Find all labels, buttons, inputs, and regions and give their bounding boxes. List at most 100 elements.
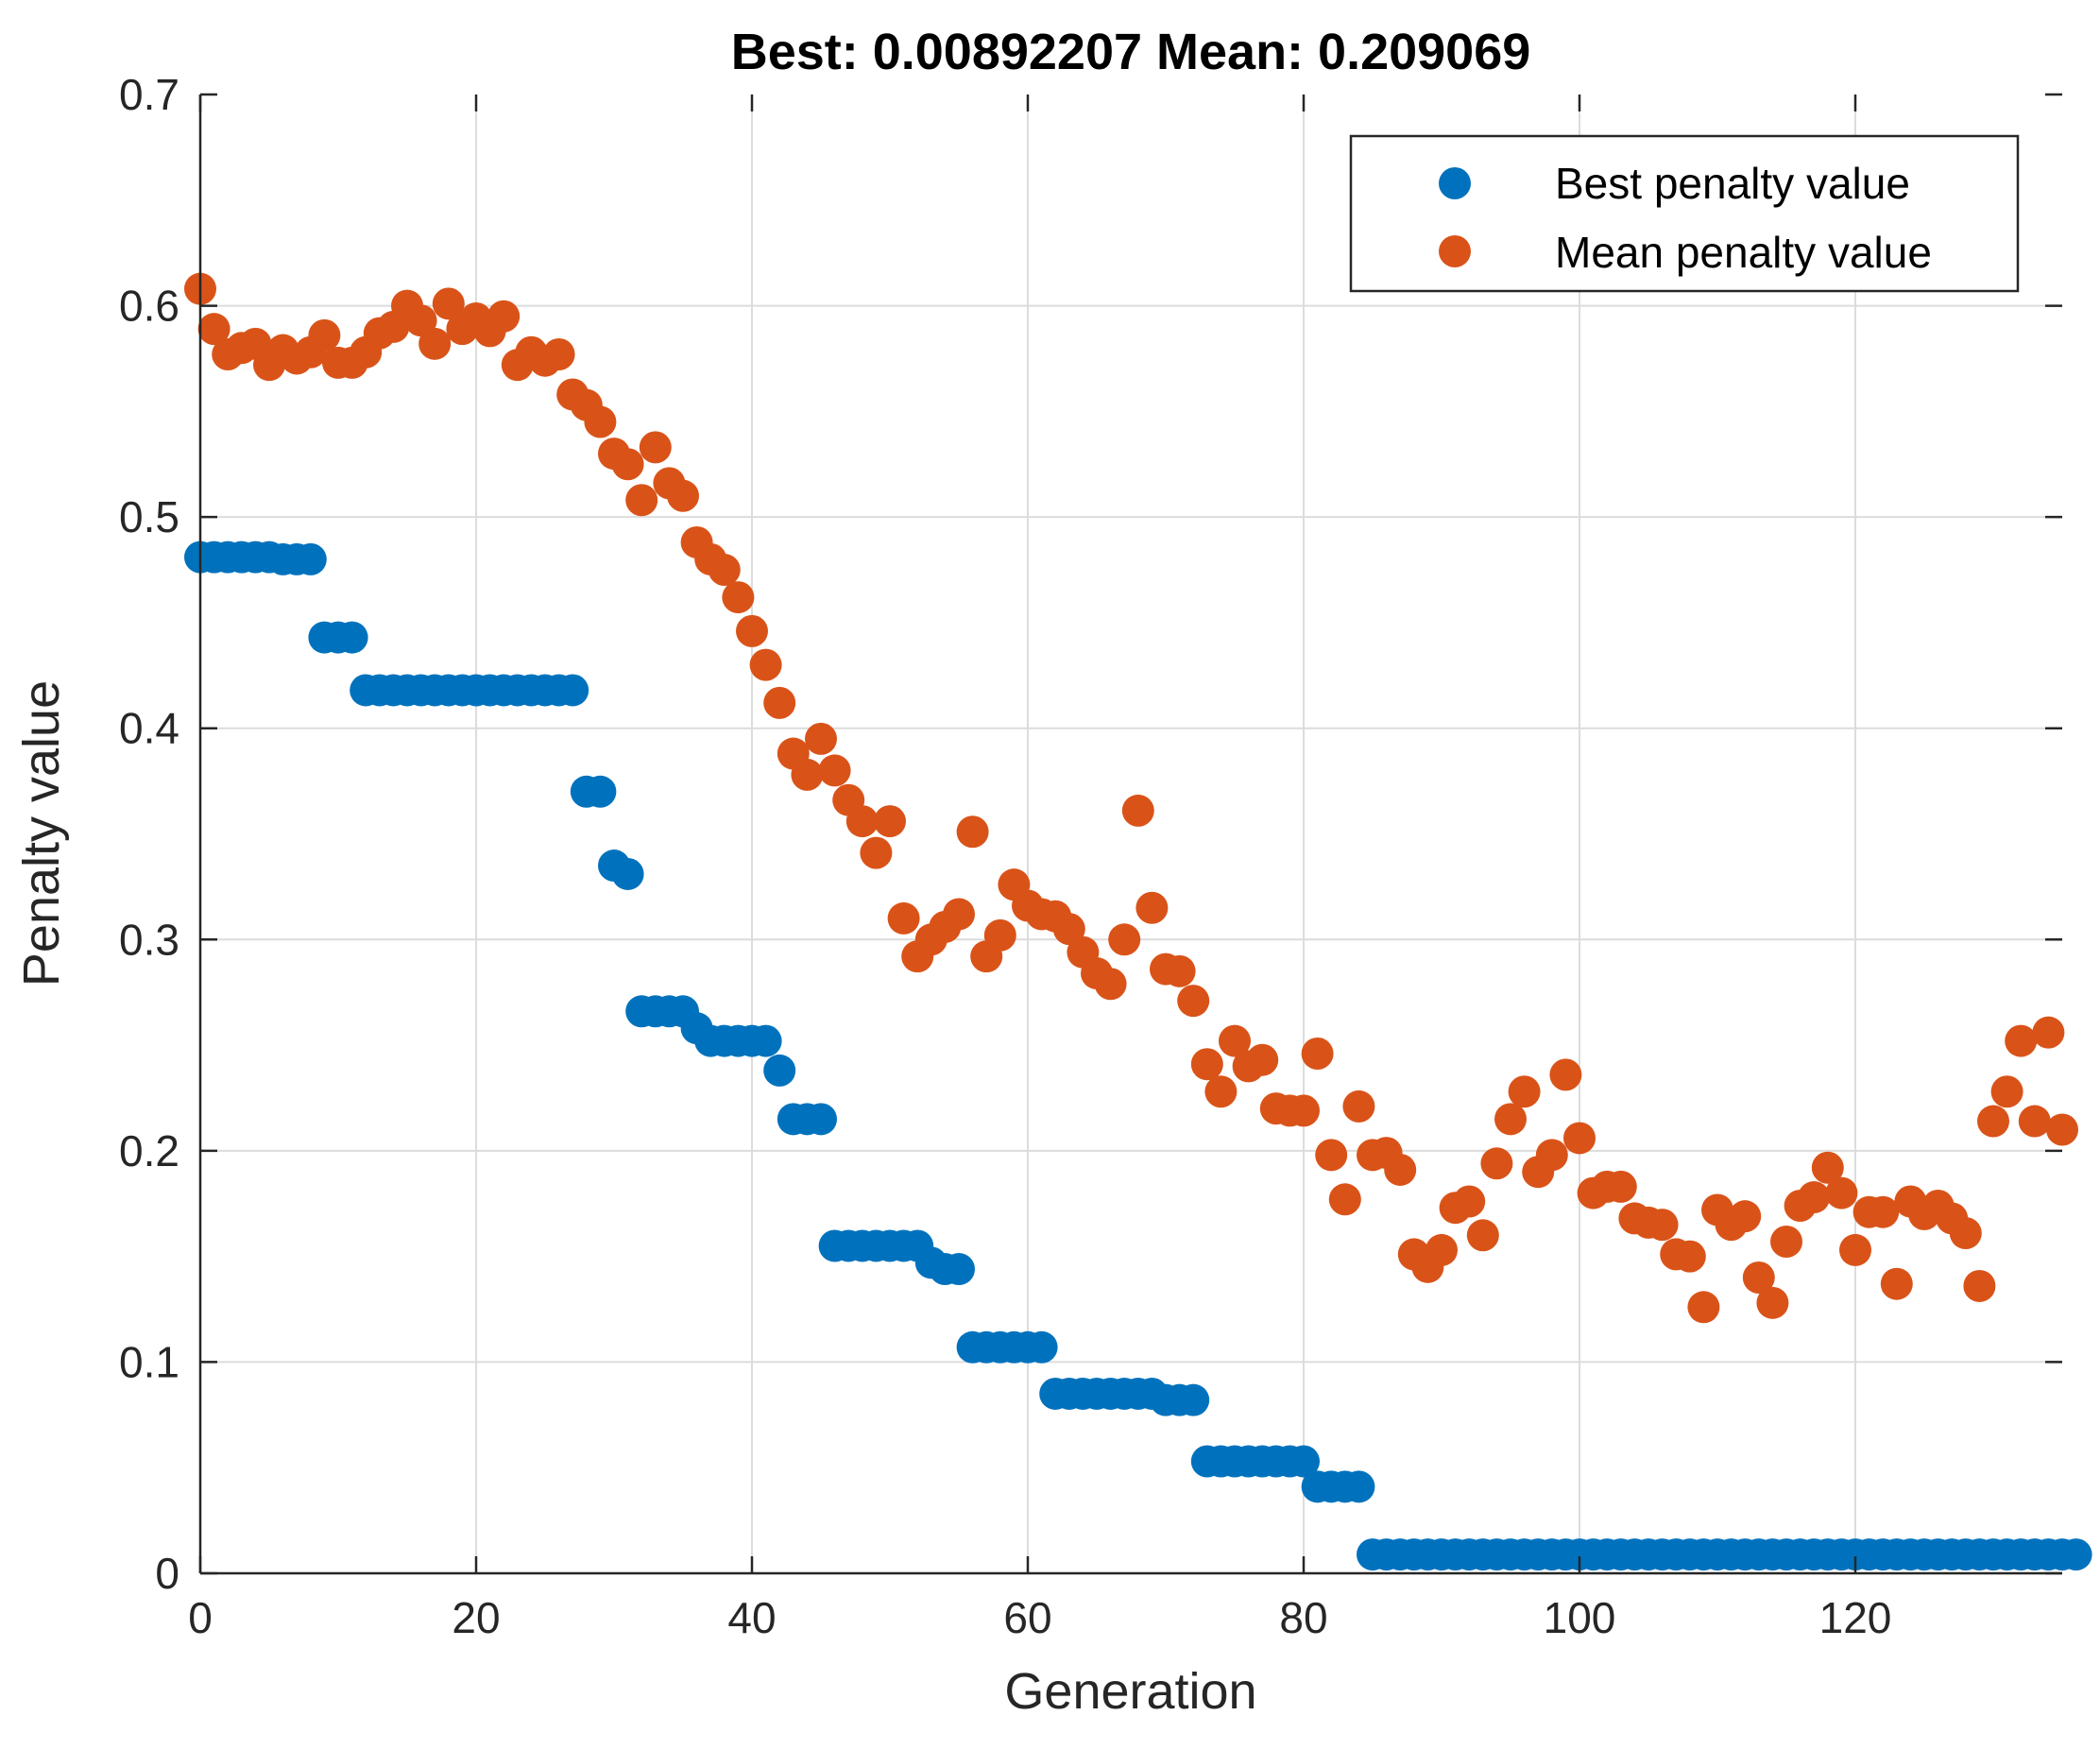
mean-penalty-point [1811, 1151, 1844, 1184]
y-tick-label: 0 [155, 1549, 179, 1598]
mean-penalty-point [1729, 1200, 1762, 1233]
x-tick-label: 60 [1003, 1593, 1051, 1642]
x-tick-label: 0 [188, 1593, 213, 1642]
mean-penalty-point [1535, 1139, 1568, 1172]
x-tick-label: 80 [1279, 1593, 1327, 1642]
data-series [184, 272, 2092, 1571]
mean-penalty-point [1052, 913, 1085, 946]
mean-penalty-point [818, 754, 851, 787]
x-tick-label: 20 [452, 1593, 500, 1642]
mean-penalty-point [1798, 1181, 1831, 1214]
mean-penalty-point [1742, 1261, 1775, 1294]
mean-penalty-point [2018, 1105, 2051, 1138]
mean-penalty-point [860, 836, 893, 869]
mean-penalty-point [763, 686, 796, 719]
mean-penalty-point [432, 287, 465, 320]
mean-penalty-point [1949, 1217, 1982, 1250]
mean-penalty-point [943, 898, 975, 931]
mean-penalty-point [1990, 1075, 2023, 1108]
series-mean-penalty [184, 272, 2078, 1324]
mean-penalty-point [584, 405, 617, 438]
best-penalty-point [335, 621, 368, 654]
mean-penalty-point [1301, 1038, 1334, 1071]
mean-penalty-point [1604, 1170, 1637, 1203]
mean-penalty-point [1315, 1139, 1348, 1172]
legend: Best penalty value Mean penalty value [1349, 134, 2020, 293]
x-tick-label: 120 [1819, 1593, 1892, 1642]
legend-marker-best [1439, 167, 1471, 199]
mean-penalty-point [1646, 1209, 1679, 1242]
mean-penalty-point [1135, 891, 1169, 924]
y-tick-label: 0.1 [119, 1337, 179, 1386]
mean-penalty-point [611, 448, 644, 481]
y-tick-label: 0.2 [119, 1126, 179, 1175]
mean-penalty-point [2046, 1113, 2078, 1146]
x-tick-label: 40 [727, 1593, 776, 1642]
mean-penalty-point [639, 431, 672, 464]
best-penalty-point [1177, 1383, 1210, 1416]
best-penalty-point [749, 1024, 782, 1057]
series-best-penalty [184, 540, 2092, 1571]
mean-penalty-point [1453, 1185, 1486, 1218]
x-tick-label: 100 [1544, 1593, 1616, 1642]
mean-penalty-point [1673, 1240, 1706, 1273]
best-penalty-point [1342, 1470, 1375, 1503]
mean-penalty-point [1204, 1075, 1238, 1108]
mean-penalty-point [874, 805, 906, 838]
mean-penalty-point [1108, 923, 1141, 956]
mean-penalty-point [1426, 1233, 1458, 1266]
y-tick-label: 0.6 [119, 282, 179, 331]
mean-penalty-point [1687, 1291, 1720, 1324]
mean-penalty-point [983, 918, 1016, 952]
mean-penalty-point [749, 648, 782, 681]
mean-penalty-point [1549, 1058, 1582, 1091]
chart-title: Best: 0.00892207 Mean: 0.209069 [731, 24, 1531, 80]
legend-label-best: Best penalty value [1555, 159, 1910, 208]
grid [200, 94, 2062, 1573]
mean-penalty-point [1219, 1024, 1251, 1057]
best-penalty-point [2059, 1538, 2092, 1571]
mean-penalty-point [404, 304, 437, 337]
mean-penalty-point [845, 805, 879, 838]
mean-penalty-point [956, 815, 989, 849]
best-penalty-point [584, 775, 617, 808]
mean-penalty-point [722, 581, 755, 614]
mean-penalty-point [1288, 1094, 1320, 1127]
mean-penalty-point [805, 722, 837, 755]
mean-penalty-point [1756, 1286, 1789, 1319]
mean-penalty-point [1825, 1176, 1858, 1210]
mean-penalty-point [1494, 1103, 1527, 1136]
mean-penalty-point [542, 337, 575, 370]
mean-penalty-point [1163, 954, 1196, 987]
ticks: 0 20 40 60 80 100 120 0 0.1 0.2 0.3 0.4 0.5 0.6 0.7 [119, 70, 2062, 1642]
best-penalty-point [1288, 1445, 1320, 1478]
mean-penalty-point [887, 901, 920, 935]
mean-penalty-point [1246, 1043, 1279, 1076]
axes [198, 94, 2062, 1575]
legend-label-mean: Mean penalty value [1555, 228, 1932, 277]
best-penalty-point [611, 857, 644, 890]
mean-penalty-point [308, 318, 341, 352]
mean-penalty-point [1977, 1105, 2009, 1138]
mean-penalty-point [1963, 1269, 1996, 1302]
mean-penalty-point [197, 313, 230, 346]
mean-penalty-point [667, 479, 699, 512]
plot-area [200, 94, 2062, 1573]
best-penalty-point [294, 542, 327, 575]
mean-penalty-point [625, 484, 658, 517]
mean-penalty-point [1480, 1147, 1513, 1180]
mean-penalty-point [1880, 1267, 1913, 1300]
mean-penalty-point [1839, 1233, 1871, 1266]
mean-penalty-point [708, 554, 741, 587]
y-tick-label: 0.7 [119, 70, 179, 119]
mean-penalty-point [1328, 1183, 1361, 1216]
mean-penalty-point [1342, 1089, 1375, 1123]
mean-penalty-point [1384, 1153, 1417, 1186]
y-tick-label: 0.4 [119, 704, 179, 753]
mean-penalty-point [418, 327, 452, 360]
mean-penalty-point [1466, 1219, 1499, 1252]
mean-penalty-point [2032, 1016, 2065, 1049]
legend-marker-mean [1439, 235, 1471, 267]
best-penalty-point [943, 1253, 975, 1286]
